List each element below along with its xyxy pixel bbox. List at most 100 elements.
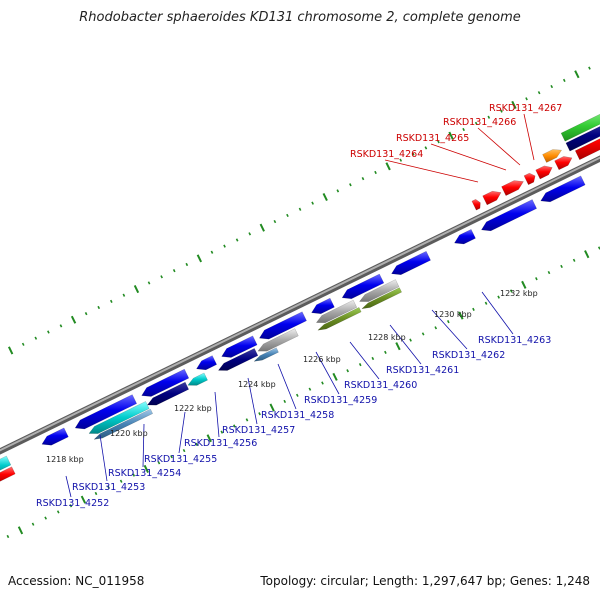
gene-arrow: [501, 180, 524, 197]
inner-tick: [458, 311, 464, 320]
kbp-label: 1222 kbp: [174, 404, 212, 413]
gene-arrow: [74, 394, 138, 430]
inner-tick: [358, 363, 362, 367]
inner-tick: [421, 332, 425, 336]
outer-tick: [172, 269, 176, 273]
inner-tick: [245, 418, 249, 422]
outer-tick: [399, 158, 403, 162]
outer-tick: [361, 176, 365, 181]
inner-tick: [182, 448, 186, 453]
gene-arrow: [253, 347, 279, 362]
inner-tick-track: [6, 246, 600, 539]
outer-tick: [59, 324, 63, 328]
inner-tick: [132, 473, 136, 477]
outer-tick: [437, 140, 440, 144]
outer-tick: [7, 346, 14, 355]
inner-tick: [269, 403, 275, 412]
gene-arrow: [341, 273, 385, 300]
gene-label-rskd131_4263: RSKD131_4263: [478, 335, 551, 346]
inner-tick: [446, 320, 450, 324]
gene-arrow: [361, 287, 402, 310]
inner-tick: [107, 485, 110, 489]
inner-tick: [143, 464, 149, 473]
outer-tick: [122, 293, 126, 297]
gene-arrow: [565, 126, 600, 152]
gene-arrow: [311, 297, 335, 314]
outer-tick: [21, 342, 25, 346]
inner-tick: [332, 372, 338, 381]
gene-arrow: [471, 199, 481, 211]
outer-tick: [474, 121, 478, 125]
outer-tick: [336, 189, 340, 193]
inner-tick: [509, 289, 513, 293]
gene-arrow: [196, 355, 218, 371]
gene-label-rskd131_4253: RSKD131_4253: [72, 482, 145, 493]
inner-tick: [395, 342, 401, 351]
gene-arrow: [0, 466, 16, 482]
gene-label-rskd131_4252: RSKD131_4252: [36, 498, 109, 509]
gene-label-rskd131_4258: RSKD131_4258: [261, 410, 334, 421]
accession-text: Accession: NC_011958: [8, 574, 145, 588]
outer-tick: [424, 146, 428, 150]
gene-label-rskd131_4260: RSKD131_4260: [344, 380, 417, 391]
gene-arrow: [359, 279, 400, 302]
inner-tick: [233, 424, 236, 428]
gene-arrow: [0, 455, 12, 471]
gene-arrow: [221, 335, 258, 358]
map-title: Rhodobacter sphaeroides KD131 chromosome…: [79, 10, 521, 25]
gene-arrow: [187, 372, 208, 386]
outer-tick: [259, 223, 265, 232]
outer-tick: [84, 312, 88, 316]
gene-label-rskd131_4264: RSKD131_4264: [350, 149, 423, 160]
gene-arrow: [88, 401, 150, 434]
outer-tick-track: [7, 66, 591, 355]
outer-tick: [574, 70, 580, 79]
gene-arrow: [574, 138, 600, 161]
inner-tick: [295, 393, 299, 397]
gene-arrow: [257, 328, 299, 352]
gene-arrow: [141, 368, 190, 397]
gene-arrow: [554, 156, 573, 171]
gene-label-rskd131_4261: RSKD131_4261: [386, 365, 459, 376]
inner-tick: [170, 455, 173, 459]
inner-tick: [472, 307, 475, 312]
kbp-label: 1226 kbp: [303, 355, 341, 364]
outer-tick: [588, 66, 591, 70]
inner-tick: [80, 495, 87, 504]
outer-tick: [550, 84, 554, 89]
kbp-label: 1232 kbp: [500, 289, 538, 298]
inner-tick: [56, 510, 60, 514]
inner-tick: [384, 350, 387, 354]
inner-tick: [547, 270, 551, 275]
gene-arrow: [146, 381, 190, 406]
outer-tick: [97, 305, 101, 310]
inner-tick: [371, 356, 375, 361]
gene-arrow: [315, 299, 358, 323]
gene-arrow: [560, 113, 600, 142]
inner-tick: [44, 516, 47, 520]
genome-summary-text: Topology: circular; Length: 1,297,647 bp…: [260, 574, 590, 588]
inner-tick: [572, 258, 576, 262]
inner-tick: [584, 250, 590, 259]
outer-tick: [487, 115, 491, 119]
kbp-scale-labels: 1218 kbp 1220 kbp 1222 kbp 1224 kbp 1226 kbp…: [46, 289, 538, 464]
inner-tick: [283, 399, 287, 404]
inner-tick: [258, 412, 261, 416]
gene-arrow: [217, 348, 259, 371]
outer-tick: [500, 109, 503, 113]
gene-arrow: [535, 165, 553, 180]
outer-tick: [562, 78, 566, 83]
inner-tick: [17, 526, 24, 535]
gene-arrow: [93, 408, 154, 440]
gene-arrow: [540, 175, 586, 203]
gene-track: [0, 113, 600, 482]
inner-tick: [157, 461, 161, 465]
outer-tick: [147, 281, 151, 285]
outer-tick: [248, 232, 252, 236]
outer-tick: [374, 170, 377, 175]
label-leader-lines: [65, 113, 535, 498]
outer-tick: [70, 315, 77, 324]
outer-tick: [511, 100, 517, 109]
outer-tick: [411, 152, 415, 156]
